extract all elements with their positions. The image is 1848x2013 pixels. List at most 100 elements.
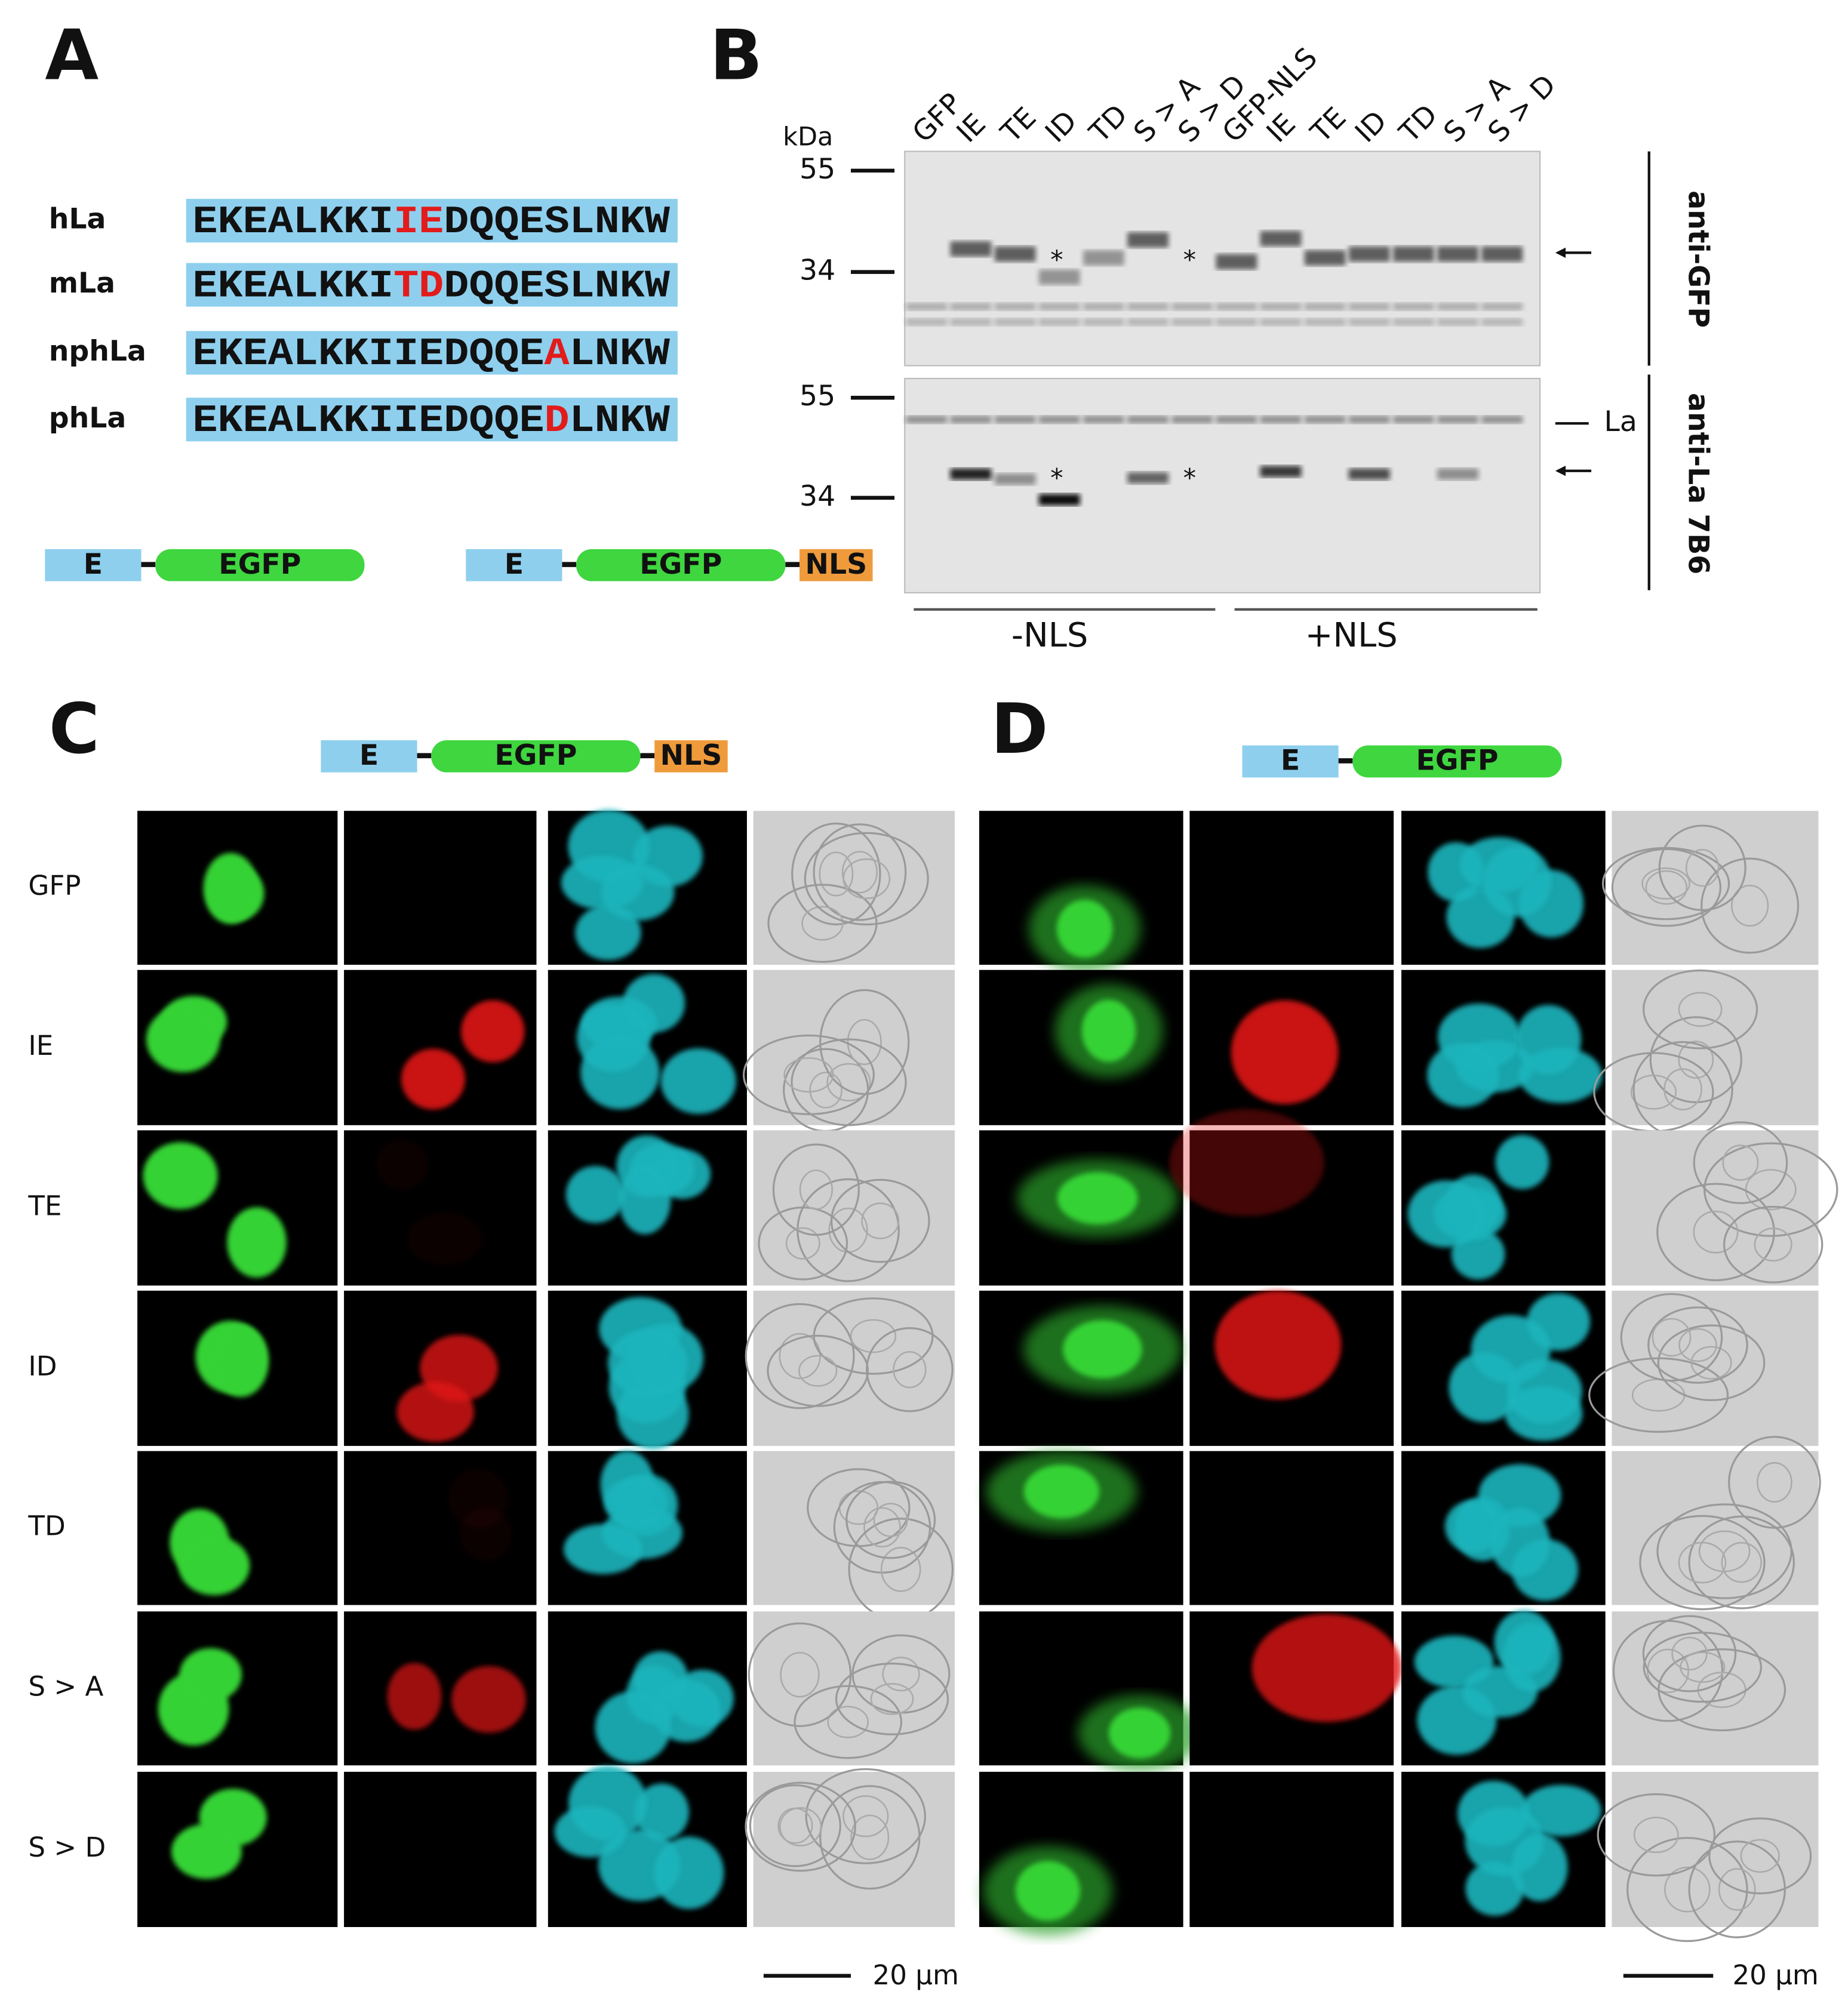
micrograph bbox=[344, 1771, 537, 1928]
cell-outline bbox=[1723, 1205, 1824, 1283]
band bbox=[1437, 415, 1478, 424]
la-label: La bbox=[1604, 405, 1637, 438]
cell-outline bbox=[813, 823, 907, 921]
cell-outline bbox=[809, 1072, 842, 1109]
cell-outline bbox=[1701, 857, 1800, 954]
cell-outline bbox=[882, 1657, 920, 1692]
cell-outline bbox=[842, 1795, 889, 1837]
cell-outline bbox=[783, 1057, 834, 1093]
nucleus bbox=[178, 1536, 250, 1596]
nucleus bbox=[1494, 1610, 1554, 1675]
row-label: IE bbox=[28, 1030, 53, 1061]
band bbox=[1038, 415, 1080, 424]
band bbox=[1171, 415, 1213, 424]
cell-outline bbox=[870, 1683, 914, 1715]
domain-box bbox=[155, 549, 365, 581]
band bbox=[1260, 415, 1302, 424]
band bbox=[1216, 415, 1257, 424]
nucleus bbox=[576, 1004, 651, 1072]
nucleus bbox=[595, 1691, 671, 1763]
cell-outline bbox=[1690, 1346, 1732, 1380]
cell-outline bbox=[1730, 885, 1769, 927]
cell-outline bbox=[1633, 1817, 1679, 1854]
nucleus bbox=[1081, 999, 1136, 1062]
band bbox=[1481, 318, 1523, 326]
cell-outline bbox=[1642, 969, 1758, 1049]
cell-outline bbox=[772, 1143, 860, 1236]
cell-outline bbox=[835, 1663, 949, 1735]
band bbox=[906, 415, 948, 424]
band bbox=[1171, 318, 1213, 326]
nucleus bbox=[213, 1325, 269, 1398]
cell-outline bbox=[804, 832, 929, 926]
band bbox=[1348, 318, 1390, 326]
domain-label: EGFP bbox=[639, 548, 722, 581]
cell-outline bbox=[861, 1202, 900, 1239]
nucleus bbox=[575, 905, 641, 961]
micrograph bbox=[753, 1451, 955, 1605]
micrograph bbox=[1612, 1291, 1819, 1446]
sequence-name: hLa bbox=[49, 203, 106, 236]
cell-outline bbox=[1597, 1793, 1716, 1877]
cell-outline bbox=[798, 1355, 838, 1387]
band bbox=[1437, 318, 1478, 326]
band bbox=[1393, 246, 1434, 262]
group-label: -NLS bbox=[1011, 616, 1088, 655]
asterisk: * bbox=[1050, 463, 1063, 493]
domain-label: EGFP bbox=[494, 739, 577, 772]
sequence-box bbox=[186, 263, 678, 307]
cell bbox=[459, 1507, 512, 1561]
cell-outline bbox=[745, 1303, 855, 1409]
nucleus bbox=[1444, 1500, 1500, 1553]
band bbox=[1304, 303, 1346, 311]
cell-outline bbox=[1671, 1636, 1708, 1671]
micrograph bbox=[1189, 1451, 1394, 1605]
nucleus bbox=[1478, 1464, 1561, 1527]
nucleus bbox=[565, 1166, 625, 1223]
blot bbox=[904, 377, 1541, 593]
cell-outline bbox=[1678, 1041, 1714, 1079]
nucleus bbox=[1063, 1320, 1142, 1378]
domain-box bbox=[654, 740, 728, 772]
cell-outline bbox=[749, 1784, 841, 1867]
band bbox=[1437, 303, 1478, 311]
band bbox=[1038, 318, 1080, 326]
band bbox=[1127, 232, 1169, 248]
cell-outline bbox=[1656, 1503, 1792, 1599]
nucleus bbox=[654, 1836, 724, 1909]
band bbox=[1304, 415, 1346, 424]
band bbox=[1348, 303, 1390, 311]
band bbox=[1038, 269, 1080, 285]
cell-outline bbox=[850, 1814, 890, 1860]
nucleus bbox=[1108, 1707, 1171, 1759]
cell-outline bbox=[827, 1706, 869, 1738]
band bbox=[1127, 303, 1169, 311]
domain-box bbox=[321, 740, 417, 772]
row-label: ID bbox=[28, 1350, 57, 1382]
cell-outline bbox=[1642, 1615, 1737, 1692]
nucleus bbox=[1023, 1464, 1100, 1519]
cell-outline bbox=[893, 1351, 927, 1389]
domain-box bbox=[800, 549, 873, 581]
sequence: EKEALKKIIEDQQE D LNKW bbox=[192, 399, 670, 443]
sequence-part: LNKW bbox=[570, 333, 671, 376]
micrograph bbox=[753, 1130, 955, 1286]
marker-label: 34 bbox=[800, 254, 835, 287]
nucleus bbox=[660, 1048, 736, 1114]
nucleus bbox=[1515, 1005, 1582, 1075]
domain-box bbox=[576, 549, 786, 581]
band bbox=[950, 303, 992, 311]
row-label: GFP bbox=[28, 870, 81, 901]
lane-label: TE bbox=[994, 101, 1043, 149]
sequence-name: mLa bbox=[49, 267, 115, 300]
sequence-name: nphLa bbox=[49, 335, 146, 368]
nucleus bbox=[1495, 1135, 1549, 1190]
cell-outline bbox=[863, 1507, 901, 1548]
cell-outline bbox=[842, 858, 891, 900]
band bbox=[1393, 303, 1434, 311]
band bbox=[1304, 318, 1346, 326]
band bbox=[994, 473, 1036, 485]
domain-label: E bbox=[505, 548, 524, 581]
cell-outline bbox=[799, 1169, 833, 1210]
sequence-part: EKEALKKIIEDQQE bbox=[192, 333, 544, 376]
